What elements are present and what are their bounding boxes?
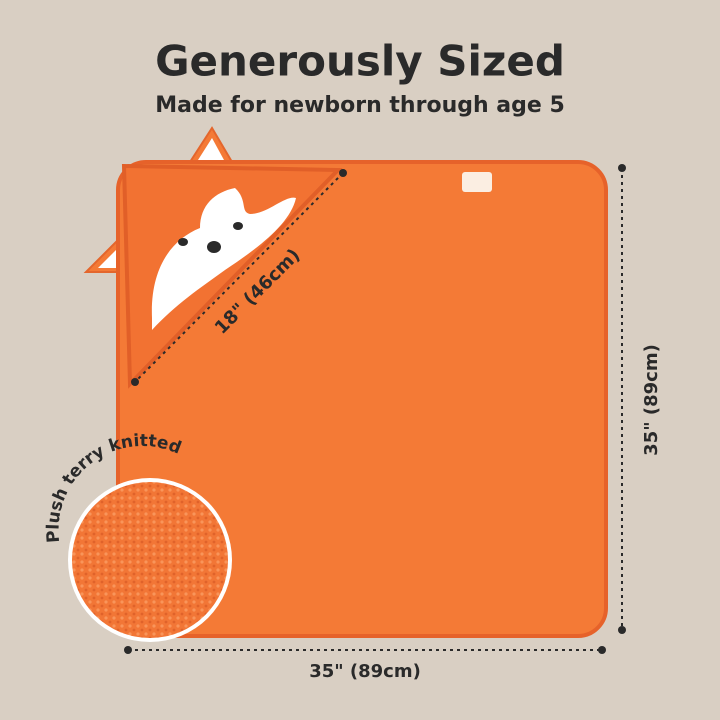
ear-inner (98, 248, 120, 268)
towel (116, 160, 608, 638)
fox-face (151, 188, 296, 330)
dimension-dot (124, 646, 132, 654)
fox-nose (207, 241, 221, 253)
title: Generously Sized (155, 37, 565, 86)
fox-eye (233, 222, 243, 230)
ear-inner (198, 138, 224, 160)
dimension-dot (618, 164, 626, 172)
subtitle: Made for newborn through age 5 (155, 93, 565, 118)
dimension-dot (339, 169, 347, 177)
fox-eye (178, 238, 188, 246)
dimension-dot (618, 626, 626, 634)
texture-closeup (72, 482, 228, 638)
height-label: 35" (89cm) (641, 344, 662, 456)
dimension-dot (131, 378, 139, 386)
width-label: 35" (89cm) (309, 661, 421, 682)
dimension-line (134, 172, 344, 383)
dimension-dot (598, 646, 606, 654)
logo-tag (462, 172, 492, 192)
